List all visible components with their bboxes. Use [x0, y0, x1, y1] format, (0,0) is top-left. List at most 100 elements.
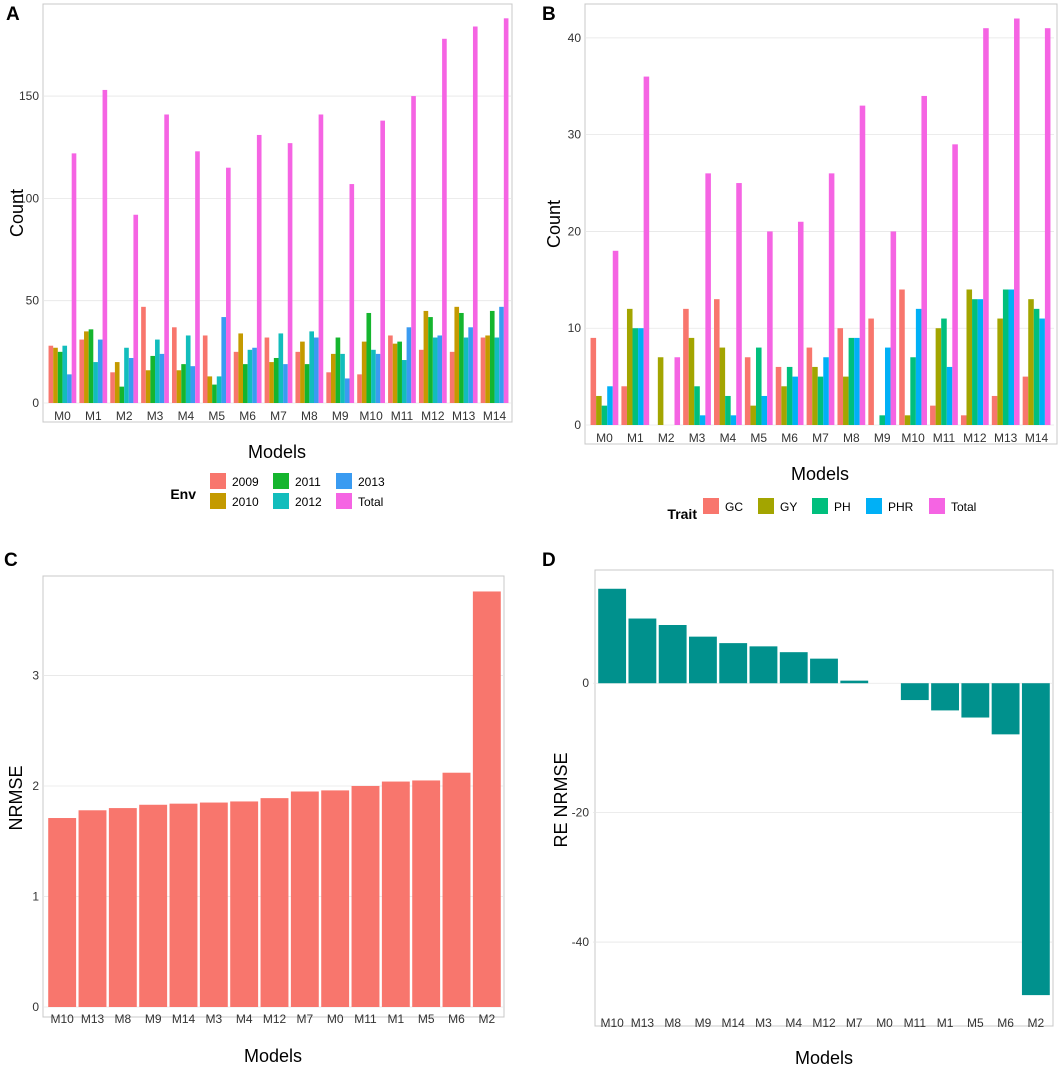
x-tick-label: M1	[85, 409, 102, 423]
bar-M5	[412, 780, 441, 1007]
bar-M0-2013	[67, 374, 72, 403]
bar-M2-Total	[133, 214, 139, 403]
bar-M6-PHR	[792, 376, 798, 425]
panel-a-x-axis-title: Models	[248, 442, 306, 462]
panel-b-letter: B	[542, 4, 556, 25]
bar-M14-GY	[1028, 299, 1034, 425]
bar-M6-2012	[247, 349, 253, 403]
bar-M12-PH	[972, 299, 978, 425]
x-tick-label: M10	[50, 1012, 74, 1026]
bar-M13-2009	[449, 351, 455, 403]
x-tick-label: M8	[114, 1012, 131, 1026]
legend-swatch-2012	[273, 493, 289, 509]
panel-c-bars	[48, 591, 501, 1007]
bar-M14	[719, 643, 748, 684]
x-tick-label: M5	[208, 409, 225, 423]
panel-a-y-ticks: 0 50 100 150	[19, 89, 39, 410]
bar-M7-2010	[269, 362, 274, 403]
bar-M2-2009	[110, 372, 115, 403]
panel-d-y-axis-title: RE NRMSE	[551, 752, 571, 847]
bar-M7	[840, 680, 869, 684]
bar-M7-GC	[806, 347, 813, 425]
bar-M13-2012	[463, 337, 469, 403]
x-tick-label: M9	[695, 1016, 712, 1030]
x-tick-label: M5	[418, 1012, 435, 1026]
legend-swatch-GY	[758, 498, 774, 514]
bar-M11-PHR	[946, 366, 953, 425]
bar-M12-PHR	[977, 299, 984, 425]
bar-M14-PH	[1033, 308, 1040, 425]
bar-M2-Total	[674, 357, 681, 425]
legend-label-GY: GY	[780, 500, 797, 514]
legend-swatch-Total	[929, 498, 945, 514]
bar-M1	[381, 781, 410, 1007]
bar-M11-2013	[406, 327, 412, 403]
x-tick-label: M6	[448, 1012, 465, 1026]
legend-label-2011: 2011	[295, 475, 321, 489]
bar-M14-GC	[1022, 376, 1029, 425]
bar-M7-2011	[273, 357, 279, 403]
panel-b-y-ticks: 0 10 20 30 40	[568, 31, 582, 432]
bar-M11	[900, 683, 929, 701]
bar-M2-2013	[128, 357, 134, 403]
bar-M13-PH	[1002, 289, 1009, 425]
x-tick-label: M14	[722, 1016, 746, 1030]
bar-M1-2010	[84, 331, 89, 403]
bar-M2-2010	[114, 362, 120, 403]
y-tick-label: 20	[568, 224, 582, 238]
y-tick-label: 100	[19, 191, 39, 205]
panel-d-bar-chart: D -40-200 M10 M13 M8 M9 M14 M3 M4 M12 M7 M0 M11 M1 M…	[542, 550, 1054, 1068]
bar-M12-2011	[428, 317, 433, 403]
panel-b-y-axis-title: Count	[544, 200, 564, 248]
bar-M10	[598, 588, 627, 684]
x-tick-label: M9	[332, 409, 349, 423]
bar-M6-GC	[775, 366, 782, 425]
bar-M10-PH	[910, 357, 916, 425]
x-tick-label: M9	[145, 1012, 162, 1026]
x-tick-label: M12	[263, 1012, 287, 1026]
bar-M13-Total	[1014, 18, 1020, 425]
bar-M13-GY	[997, 318, 1003, 425]
bar-M7-Total	[287, 143, 293, 403]
x-tick-label: M11	[391, 409, 414, 423]
panel-c-x-axis-title: Models	[244, 1046, 302, 1066]
bar-M7-2013	[283, 364, 288, 403]
bar-M10-Total	[380, 120, 385, 403]
bar-M12-2009	[418, 349, 424, 403]
y-tick-label: 50	[26, 294, 40, 308]
bar-M3	[199, 802, 228, 1007]
bar-M14-2009	[480, 337, 486, 403]
bar-M5-PHR	[761, 395, 768, 425]
legend-label-GC: GC	[725, 500, 743, 514]
x-tick-label: M12	[963, 431, 987, 445]
bar-M3-2012	[155, 339, 160, 403]
y-tick-label: 1	[32, 889, 39, 903]
legend-swatch-2013	[336, 473, 352, 489]
bar-M6-2010	[238, 333, 244, 403]
y-tick-label: 0	[32, 1000, 39, 1014]
bar-M10	[48, 818, 77, 1007]
bar-M12-2013	[437, 335, 443, 403]
x-tick-label: M4	[785, 1016, 802, 1030]
bar-M14-2011	[489, 310, 495, 403]
panel-b-legend: Trait GC GY PH PHR Total	[667, 498, 976, 522]
bar-M7-Total	[828, 173, 835, 425]
x-tick-label: M3	[205, 1012, 222, 1026]
bar-M1-PH	[632, 328, 639, 425]
bar-M1-GY	[626, 308, 633, 425]
bar-M7-GY	[812, 366, 818, 425]
bar-M0	[321, 790, 350, 1007]
bar-M9-Total	[349, 184, 355, 403]
bar-M5-Total	[767, 231, 773, 425]
bar-M0-Total	[612, 250, 619, 425]
bar-M5-2012	[216, 376, 222, 403]
x-tick-label: M12	[421, 409, 445, 423]
bar-M9	[139, 804, 168, 1007]
x-tick-label: M8	[301, 409, 318, 423]
bar-M4-PH	[725, 395, 731, 425]
bar-M13-PHR	[1008, 289, 1015, 425]
bar-M5	[961, 683, 990, 718]
x-tick-label: M4	[236, 1012, 253, 1026]
bar-M14-Total	[503, 18, 509, 403]
legend-swatch-Total	[336, 493, 352, 509]
